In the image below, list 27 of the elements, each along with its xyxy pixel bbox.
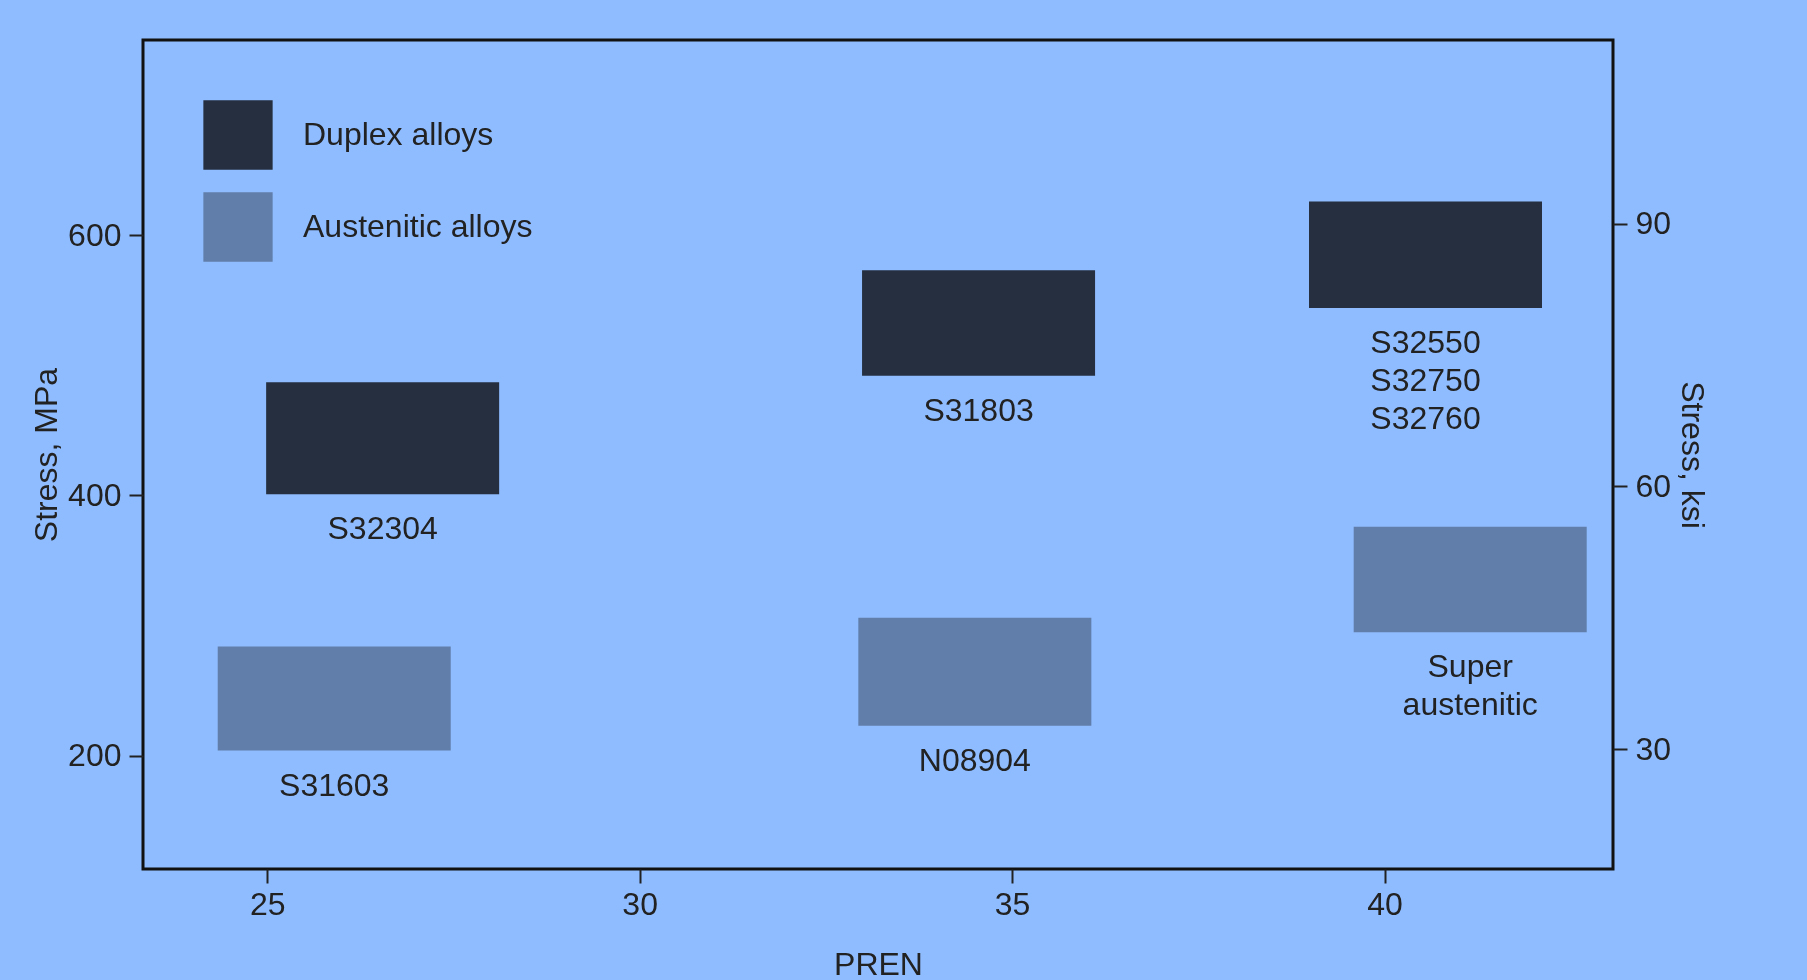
y2-tick-label: 30 <box>1635 730 1672 767</box>
annotation: Super austenitic <box>1402 648 1538 723</box>
x-tick-label: 40 <box>1367 885 1403 922</box>
legend-label: Austenitic alloys <box>303 208 533 244</box>
annotation: S31803 <box>923 391 1034 428</box>
bar <box>862 270 1096 376</box>
y-tick-label: 600 <box>68 216 122 253</box>
y-axis-title: Stress, MPa <box>28 367 65 543</box>
x-axis-title: PREN <box>834 945 923 980</box>
bar <box>1353 526 1587 633</box>
x-tick-label: 35 <box>994 885 1031 922</box>
y2-tick-label: 60 <box>1635 467 1672 504</box>
bar <box>217 646 451 751</box>
bar <box>858 617 1092 726</box>
y2-axis-title: Stress, ksi <box>1675 381 1712 529</box>
annotation: S32550 S32750 S32760 <box>1370 324 1481 437</box>
x-tick-label: 25 <box>249 885 286 922</box>
x-tick-label: 30 <box>622 885 658 922</box>
y2-tick-label: 90 <box>1635 205 1672 242</box>
bar <box>1309 201 1542 309</box>
annotation: N08904 <box>918 741 1031 778</box>
bar <box>266 382 500 495</box>
y-tick-label: 200 <box>68 737 122 774</box>
legend-label: Duplex alloys <box>303 116 494 152</box>
annotation: S31603 <box>279 766 390 803</box>
y-tick-label: 400 <box>68 476 122 513</box>
annotation: S32304 <box>327 510 438 547</box>
